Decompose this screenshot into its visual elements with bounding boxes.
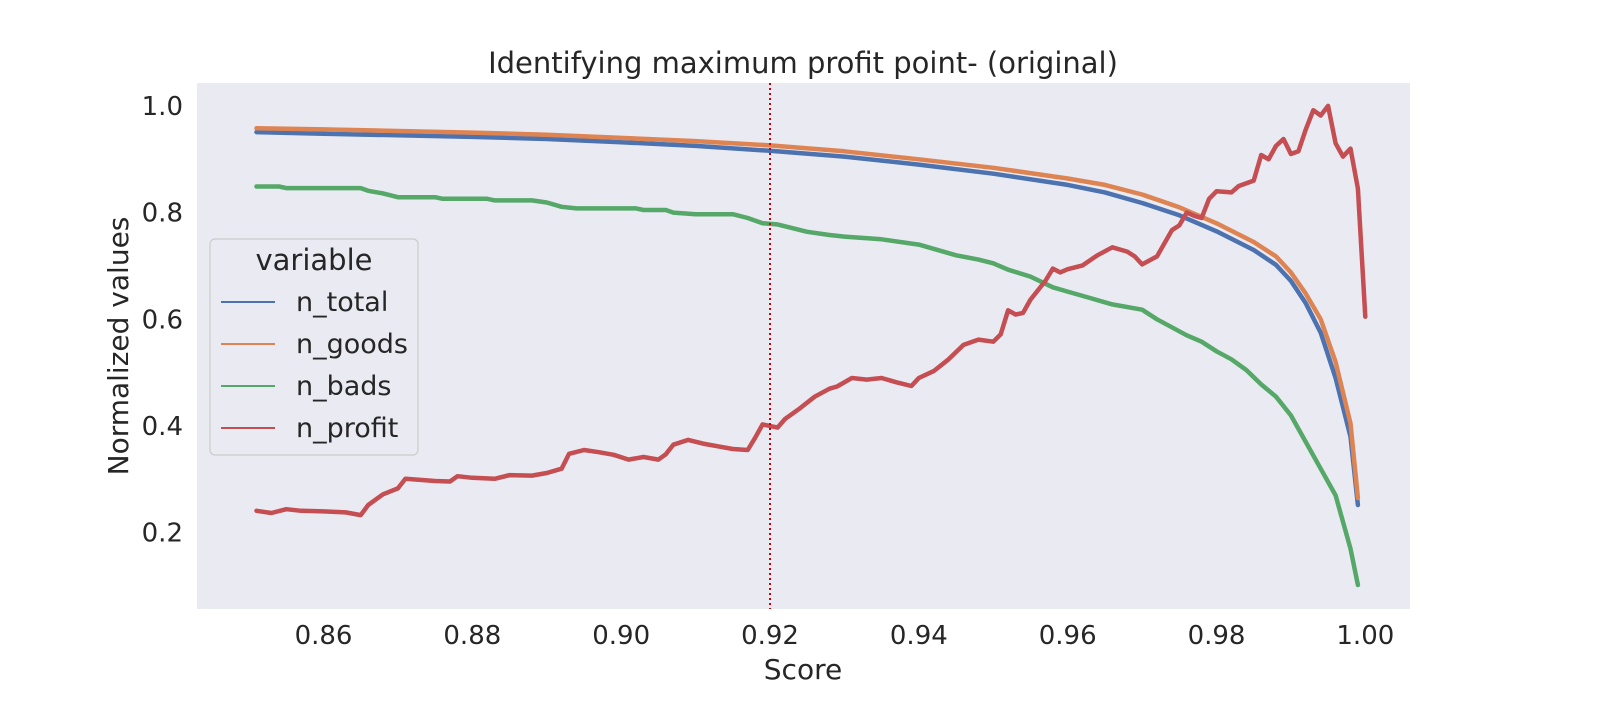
x-tick-label: 0.86 [295, 621, 353, 651]
y-tick-label: 0.8 [142, 199, 183, 229]
y-tick-label: 0.2 [142, 519, 183, 549]
y-axis-label: Normalized values [102, 217, 135, 476]
legend: variable n_total n_goods n_bads n_profit [209, 238, 419, 456]
x-tick-label: 1.00 [1336, 621, 1394, 651]
y-axis-ticks: 0.2 0.4 0.6 0.8 1.0 [142, 92, 183, 549]
legend-label-n_profit: n_profit [296, 413, 398, 444]
x-tick-label: 0.90 [592, 621, 650, 651]
x-tick-label: 0.88 [443, 621, 501, 651]
series-layer [254, 103, 1368, 588]
x-tick-label: 0.96 [1039, 621, 1097, 651]
legend-label-n_total: n_total [296, 287, 388, 318]
legend-label-n_bads: n_bads [296, 371, 392, 402]
legend-box [209, 238, 419, 456]
x-tick-label: 0.98 [1188, 621, 1246, 651]
y-tick-label: 1.0 [142, 92, 183, 122]
y-tick-label: 0.6 [142, 305, 183, 335]
series-line-n_profit [254, 103, 1368, 518]
legend-label-n_goods: n_goods [296, 329, 408, 360]
legend-items: n_total n_goods n_bads n_profit [221, 287, 408, 444]
series-line-n_bads [254, 184, 1361, 588]
series-line-n_goods [254, 126, 1361, 501]
x-tick-label: 0.92 [741, 621, 799, 651]
x-tick-label: 0.94 [890, 621, 948, 651]
x-axis-ticks: 0.86 0.88 0.90 0.92 0.94 0.96 0.98 1.00 [295, 621, 1395, 651]
x-axis-label: Score [764, 653, 842, 686]
chart-title: Identifying maximum profit point- (origi… [488, 46, 1118, 80]
y-tick-label: 0.4 [142, 412, 183, 442]
series-line-n_total [254, 129, 1361, 508]
legend-title: variable [256, 243, 373, 277]
